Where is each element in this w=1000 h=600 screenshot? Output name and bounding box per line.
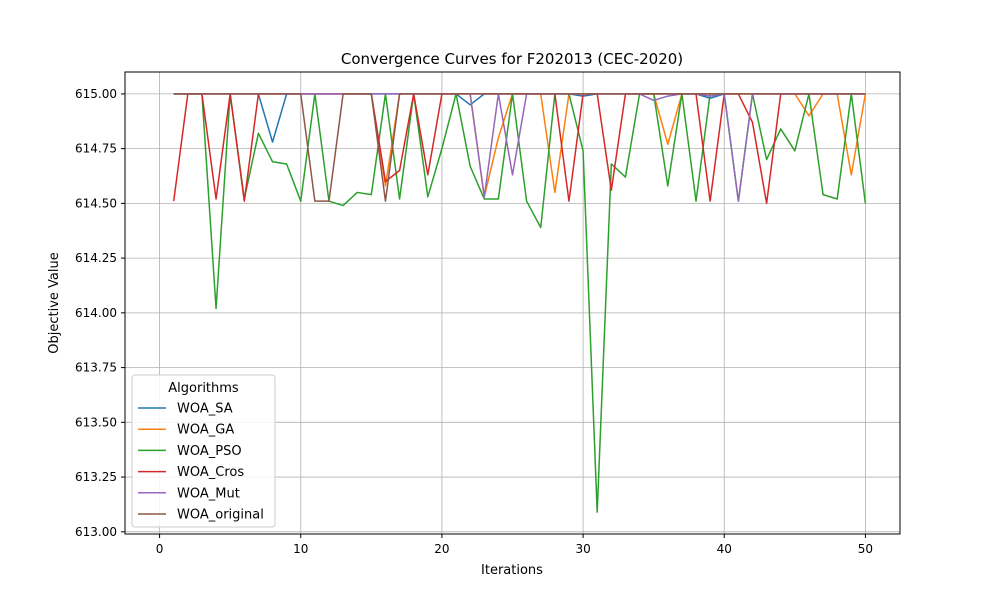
legend-title: Algorithms: [168, 381, 239, 396]
legend-label-woa-pso: WOA_PSO: [177, 444, 242, 459]
legend-label-woa-ga: WOA_GA: [177, 423, 234, 438]
legend-label-woa-cros: WOA_Cros: [177, 465, 244, 480]
series-line-woa-original: [173, 93, 866, 202]
legend-label-woa-sa: WOA_SA: [177, 402, 233, 417]
x-tick-label: 50: [858, 542, 873, 556]
y-axis-label: Objective Value: [47, 252, 62, 353]
legend-label-woa-mut: WOA_Mut: [177, 486, 240, 501]
series-line-woa-pso: [173, 93, 867, 513]
y-tick-label: 614.75: [75, 142, 117, 156]
legend: Algorithms WOA_SA WOA_GA WOA_PSO WOA_Cros WOA…: [131, 374, 276, 528]
plot-frame: [124, 71, 901, 535]
y-tick-label: 613.50: [75, 415, 117, 429]
series-lines: [172, 93, 867, 513]
x-tick-label: 0: [156, 542, 164, 556]
y-tick-label: 615.00: [75, 87, 117, 101]
y-tick-label: 613.00: [75, 525, 117, 539]
x-tick-label: 10: [293, 542, 308, 556]
chart-title: Convergence Curves for F202013 (CEC-2020…: [341, 50, 683, 68]
y-tick-label: 614.25: [75, 251, 117, 265]
axis-ticks: 0 10 20 30 40 50 613.00 613.25 613.50 613.75 614.0…: [75, 87, 873, 556]
y-tick-label: 613.25: [75, 470, 117, 484]
y-tick-label: 613.75: [75, 361, 117, 375]
x-axis-label: Iterations: [481, 563, 543, 578]
y-tick-label: 614.50: [75, 196, 117, 210]
x-tick-label: 20: [434, 542, 449, 556]
x-tick-label: 40: [717, 542, 732, 556]
y-tick-label: 614.00: [75, 306, 117, 320]
x-tick-label: 30: [575, 542, 590, 556]
legend-label-woa-original: WOA_original: [177, 508, 264, 523]
legend-box: [131, 374, 276, 528]
